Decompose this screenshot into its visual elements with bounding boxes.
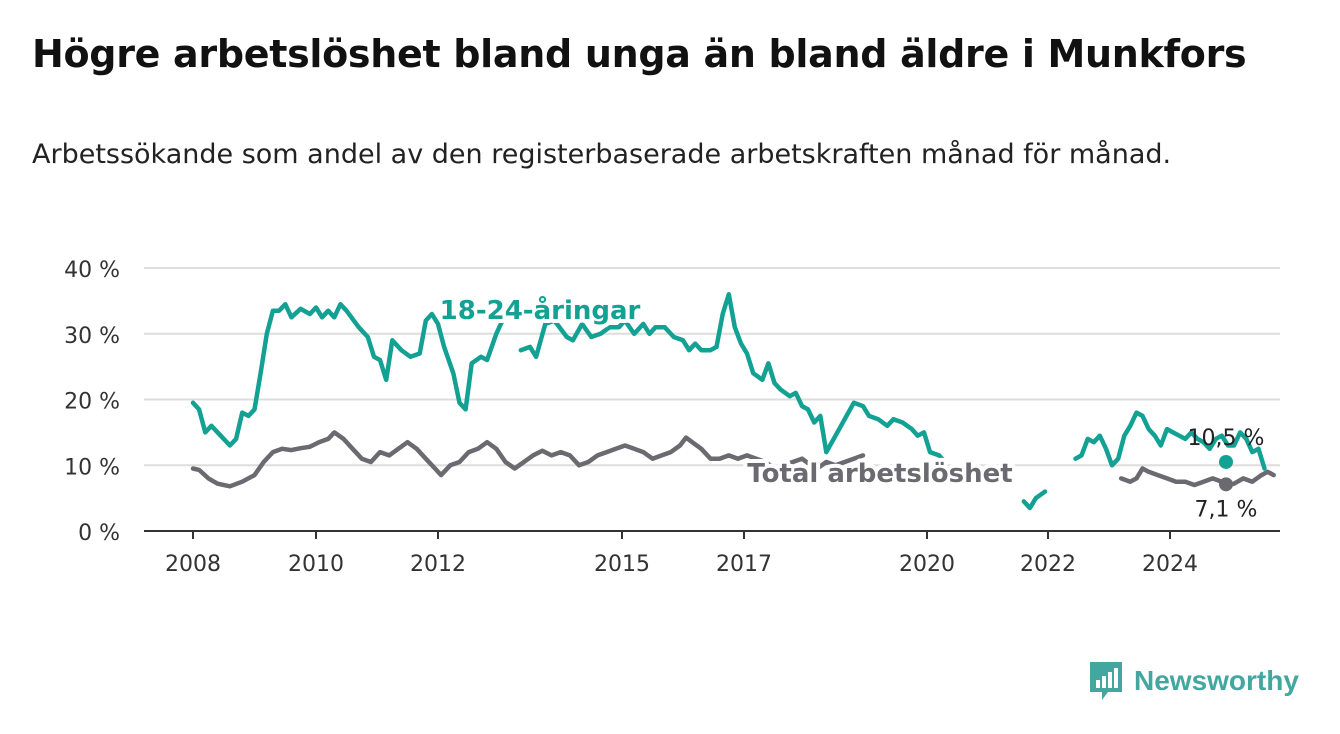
x-tick-label: 2010 — [288, 552, 344, 577]
y-gridlines — [144, 267, 1280, 532]
y-tick-label: 40 % — [64, 258, 120, 283]
x-axis: 2008 2010 2012 2015 2017 2020 2022 2024 — [165, 531, 1198, 577]
brand-name: Newsworthy — [1134, 665, 1299, 696]
x-tick-label: 2015 — [594, 552, 650, 577]
series-label-youth: 18-24-åringar — [440, 294, 641, 326]
x-tick-label: 2024 — [1142, 552, 1198, 577]
series-line-youth — [518, 318, 719, 360]
series-line-total — [1118, 466, 1276, 488]
newsworthy-logo-icon — [1090, 662, 1122, 700]
x-tick-label: 2008 — [165, 552, 221, 577]
series-label-total-halo: Total arbetslöshet — [747, 459, 1012, 489]
y-tick-label: 30 % — [64, 324, 120, 349]
end-label-youth: 10,5 % — [1188, 426, 1265, 451]
series-label-total: Total arbetslöshet — [747, 459, 1012, 489]
series-line-youth — [1021, 489, 1048, 511]
y-tick-label: 0 % — [78, 521, 120, 546]
y-axis: 0 % 10 % 20 % 30 % 40 % — [64, 258, 120, 546]
series-lines — [190, 292, 1276, 511]
series-label-youth-halo: 18-24-åringar — [440, 294, 641, 326]
series-labels: 10,5 %7,1 %18-24-åringar18-24-åringarTot… — [436, 290, 1265, 522]
x-tick-label: 2020 — [899, 552, 955, 577]
series-end-point-youth — [1219, 454, 1233, 469]
series-end-point-total — [1219, 477, 1233, 492]
end-label-total: 7,1 % — [1195, 497, 1258, 522]
series-line-youth — [1073, 410, 1267, 471]
chart-subtitle: Arbetssökande som andel av den registerb… — [32, 139, 1172, 170]
x-tick-label: 2022 — [1020, 552, 1076, 577]
line-chart: 0 % 10 % 20 % 30 % 40 % 2008 2010 2012 2015 2017… — [64, 258, 1280, 577]
series-line-total — [190, 430, 866, 489]
y-tick-label: 10 % — [64, 455, 120, 480]
x-tick-label: 2017 — [716, 552, 772, 577]
x-tick-label: 2012 — [410, 552, 466, 577]
series-line-youth — [190, 301, 514, 448]
brand-logo: Newsworthy — [1088, 660, 1299, 702]
series-line-youth — [714, 292, 948, 465]
chart-title: Högre arbetslöshet bland unga än bland ä… — [32, 32, 1247, 76]
y-tick-label: 20 % — [64, 390, 120, 415]
